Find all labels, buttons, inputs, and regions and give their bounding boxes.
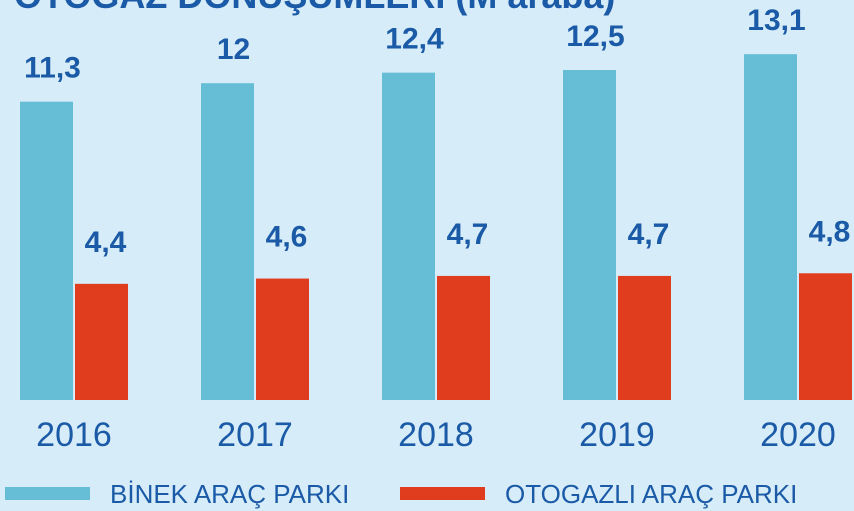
value-label: 4,6 [266, 221, 308, 254]
bar [201, 83, 254, 400]
bar [382, 72, 435, 400]
legend-label: OTOGAZLI ARAÇ PARKI [505, 479, 797, 509]
value-label: 12 [217, 33, 250, 66]
bar [618, 275, 671, 400]
x-tick-label: 2018 [398, 416, 474, 454]
value-label: 4,7 [447, 218, 489, 251]
value-label: 12,5 [566, 20, 624, 53]
x-tick-label: 2017 [217, 416, 293, 454]
x-tick-label: 2019 [579, 416, 655, 454]
bar [563, 70, 616, 400]
legend-swatch [400, 487, 485, 500]
value-label: 4,4 [85, 226, 127, 259]
value-label: 11,3 [24, 52, 81, 85]
legend-swatch [5, 487, 90, 500]
chart-title: OTOGAZ DÖNÜŞÜMLERİ (M araba) [14, 0, 615, 16]
bar [799, 273, 852, 400]
bar [75, 283, 128, 400]
x-tick-label: 2020 [760, 416, 836, 454]
value-label: 4,7 [628, 218, 670, 251]
bar [744, 54, 797, 400]
value-label: 12,4 [385, 23, 444, 56]
x-tick-label: 2016 [36, 416, 112, 454]
value-label: 13,1 [747, 4, 805, 37]
value-label: 4,8 [809, 215, 851, 248]
bar [20, 101, 73, 401]
bar [256, 278, 309, 400]
bar [437, 275, 490, 400]
legend-label: BİNEK ARAÇ PARKI [110, 479, 349, 509]
